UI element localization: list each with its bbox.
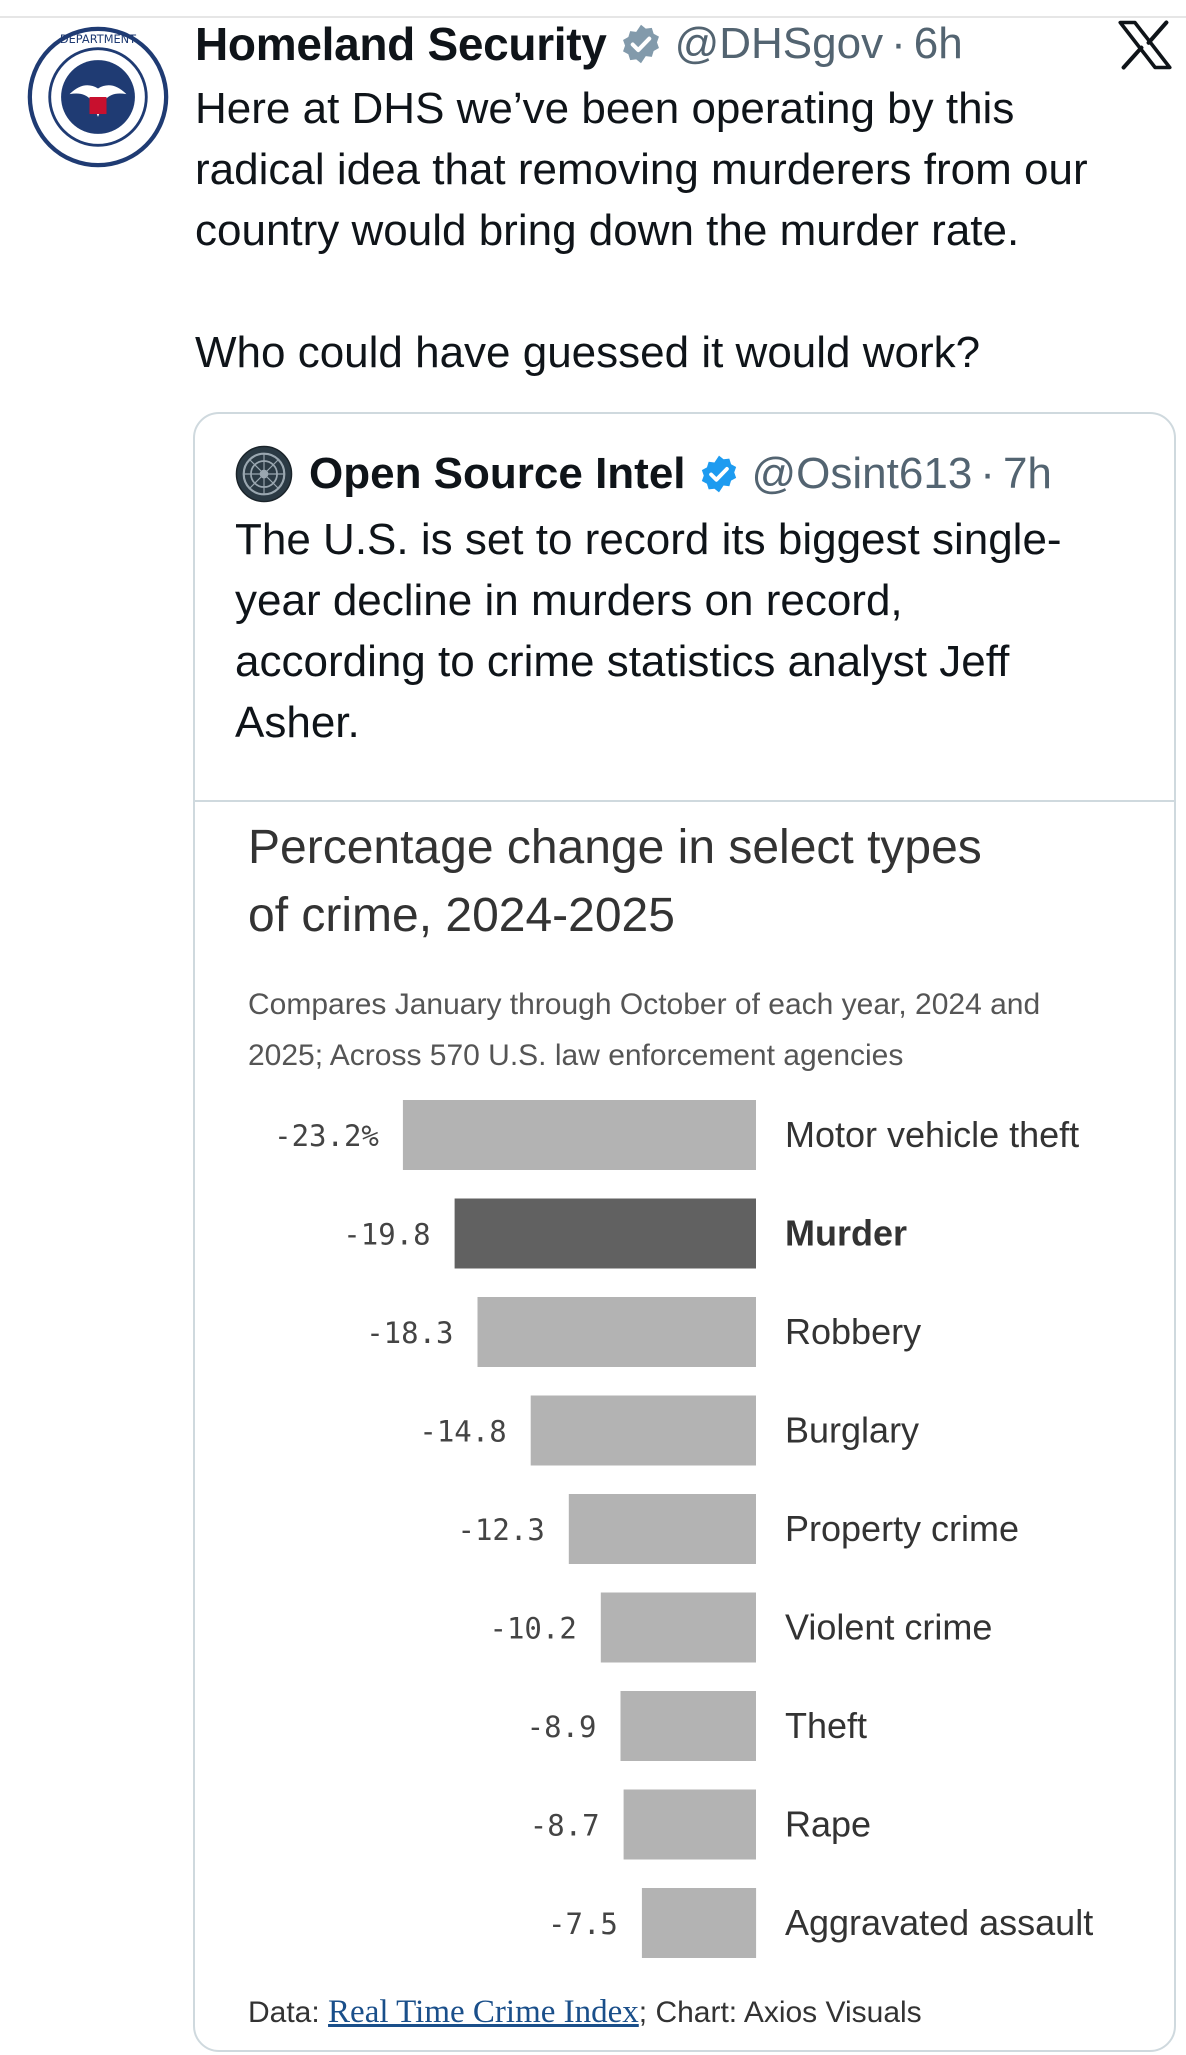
quote-header: Open Source Intel @Osint613 · 7h	[235, 444, 1052, 504]
quote-time[interactable]: 7h	[1002, 449, 1052, 498]
tweet-header: Homeland Security @DHSgov · 6h	[195, 14, 963, 74]
value-label: -23.2%	[274, 1119, 379, 1153]
time-separator: ·	[891, 19, 906, 68]
value-label: -18.3	[366, 1316, 453, 1350]
category-label: Violent crime	[785, 1607, 992, 1648]
chart-title: Percentage change in select types of cri…	[248, 821, 982, 942]
bar-murder	[454, 1198, 756, 1269]
bar-rape	[623, 1789, 756, 1860]
value-label: -12.3	[457, 1513, 544, 1547]
quote-author-name[interactable]: Open Source Intel	[309, 449, 686, 498]
x-logo-icon	[1118, 20, 1172, 70]
dhs-seal-avatar[interactable]: DEPARTMENT	[27, 26, 169, 168]
bar-chart: -23.2% Motor vehicle theft -19.8 Murder -18.…	[274, 1100, 1093, 1958]
category-label: Rape	[785, 1804, 871, 1845]
category-label: Motor vehicle theft	[785, 1114, 1079, 1155]
quote-author-handle[interactable]: @Osint613	[751, 449, 973, 498]
value-label: -19.8	[343, 1218, 430, 1252]
author-name[interactable]: Homeland Security	[195, 18, 607, 70]
svg-text:DEPARTMENT: DEPARTMENT	[60, 32, 136, 46]
tweet-time[interactable]: 6h	[913, 19, 963, 68]
bar-theft	[620, 1691, 756, 1761]
chart-subtitle: Compares January through October of each…	[248, 988, 1041, 1072]
bar-motor-vehicle-theft	[402, 1100, 756, 1170]
source-link[interactable]: Real Time Crime Index	[328, 1994, 639, 2030]
bar-violent-crime	[600, 1592, 756, 1663]
author-handle[interactable]: @DHSgov	[674, 19, 884, 68]
bar-aggravated-assault	[641, 1888, 757, 1958]
value-label: -14.8	[419, 1415, 506, 1449]
verified-badge-icon[interactable]	[698, 453, 740, 495]
category-label: Murder	[785, 1213, 907, 1254]
quote-time-separator: ·	[980, 449, 995, 498]
source-suffix: ; Chart: Axios Visuals	[638, 1996, 922, 2029]
quote-media-divider	[195, 800, 1174, 802]
chart-source: Data: Real Time Crime Index; Chart: Axio…	[248, 1994, 922, 2031]
value-label: -10.2	[489, 1612, 576, 1646]
osint-avatar[interactable]	[235, 445, 293, 503]
top-divider	[0, 16, 1186, 18]
value-label: -7.5	[548, 1907, 618, 1941]
quote-text: The U.S. is set to record its biggest si…	[235, 515, 1062, 747]
quote-tweet-card[interactable]: Open Source Intel @Osint613 · 7h The U.S…	[193, 412, 1176, 2052]
value-label: -8.9	[527, 1710, 597, 1744]
tweet-text: Here at DHS we’ve been operating by this…	[195, 84, 1088, 377]
category-label: Robbery	[785, 1311, 921, 1352]
bar-property-crime	[568, 1494, 756, 1564]
category-label: Theft	[785, 1705, 867, 1746]
category-label: Burglary	[785, 1410, 919, 1451]
category-label: Property crime	[785, 1508, 1019, 1549]
category-label: Aggravated assault	[785, 1902, 1093, 1943]
gray-verified-badge-icon[interactable]	[619, 22, 663, 66]
bar-robbery	[477, 1297, 756, 1367]
value-label: -8.7	[530, 1809, 600, 1843]
bar-burglary	[530, 1395, 756, 1466]
source-prefix: Data:	[248, 1996, 329, 2029]
